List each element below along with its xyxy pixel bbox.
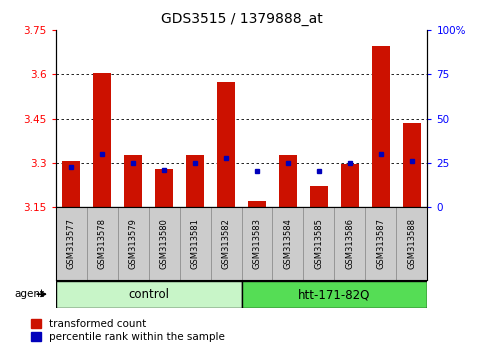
Text: htt-171-82Q: htt-171-82Q [298,288,370,301]
Bar [403,123,421,207]
Text: GSM313577: GSM313577 [67,218,75,269]
Text: GSM313587: GSM313587 [376,218,385,269]
Bar [217,82,235,207]
Bar [186,155,204,207]
Bar [56,281,242,308]
Text: GSM313581: GSM313581 [190,218,199,269]
Text: GSM313585: GSM313585 [314,218,324,269]
Title: GDS3515 / 1379888_at: GDS3515 / 1379888_at [161,12,322,26]
Bar [242,281,427,308]
Bar [372,46,390,207]
Text: control: control [128,288,169,301]
Legend: transformed count, percentile rank within the sample: transformed count, percentile rank withi… [29,317,227,344]
Bar [93,73,112,207]
Bar [155,169,173,207]
Text: GSM313588: GSM313588 [408,218,416,269]
Bar [62,161,80,207]
Text: GSM313579: GSM313579 [128,218,138,269]
Bar [248,201,266,207]
Bar [310,187,328,207]
Text: agent: agent [14,289,44,299]
Text: GSM313582: GSM313582 [222,218,230,269]
Text: GSM313580: GSM313580 [159,218,169,269]
Text: GSM313586: GSM313586 [345,218,355,269]
Text: GSM313583: GSM313583 [253,218,261,269]
Text: GSM313578: GSM313578 [98,218,107,269]
Bar [279,155,297,207]
Bar [124,155,142,207]
Text: GSM313584: GSM313584 [284,218,293,269]
Bar [341,164,359,207]
